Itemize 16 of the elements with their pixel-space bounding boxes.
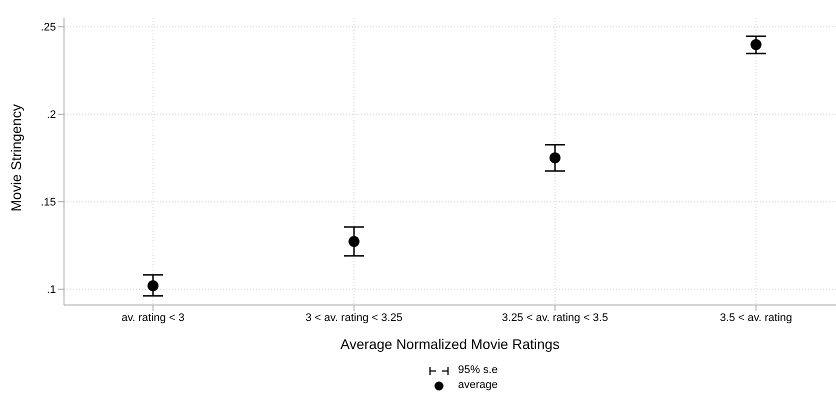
x-axis-title: Average Normalized Movie Ratings xyxy=(340,336,560,352)
x-tick-label: 3.25 < av. rating < 3.5 xyxy=(502,312,608,324)
y-tick-label: .15 xyxy=(40,196,56,209)
point xyxy=(148,280,158,292)
legend-title: 95% s.e xyxy=(458,363,498,378)
y-tick-label: .1 xyxy=(46,284,56,296)
point xyxy=(550,152,560,164)
x-tick-label: 3 < av. rating < 3.25 xyxy=(305,312,403,324)
point xyxy=(348,236,360,247)
y-tick-label: .25 xyxy=(40,22,56,34)
y-axis-title: Movie Stringency xyxy=(8,104,24,212)
x-tick-label: 3.5 < av. rating xyxy=(720,312,792,324)
x-tick-label: av. rating < 3 xyxy=(121,312,185,324)
point xyxy=(750,39,762,50)
legend-label: average xyxy=(458,378,498,393)
y-tick-label: .2 xyxy=(46,109,56,122)
